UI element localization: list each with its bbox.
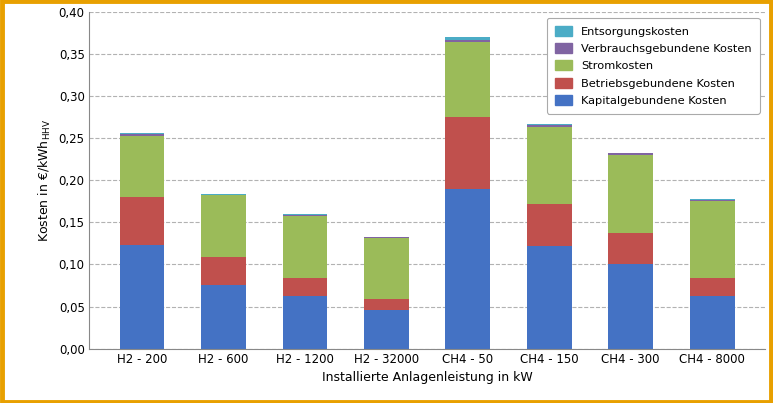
Bar (608, 155, 653, 233)
Bar (201, 285, 246, 349)
Bar (690, 199, 734, 200)
Bar (282, 214, 327, 215)
Bar (201, 195, 246, 257)
Bar (527, 124, 572, 125)
Bar (445, 189, 490, 349)
Bar (120, 136, 165, 197)
Bar (364, 299, 409, 310)
Bar (445, 37, 490, 40)
Bar (120, 133, 165, 134)
Bar (364, 310, 409, 349)
Bar (527, 246, 572, 349)
Bar (282, 297, 327, 349)
Bar (608, 154, 653, 155)
Bar (120, 197, 165, 245)
Bar (690, 297, 734, 349)
Bar (690, 201, 734, 278)
Bar (608, 153, 653, 154)
Bar (282, 216, 327, 278)
Bar (608, 264, 653, 349)
Bar (690, 278, 734, 297)
Bar (690, 200, 734, 201)
Bar (527, 125, 572, 127)
X-axis label: Installierte Anlagenleistung in kW: Installierte Anlagenleistung in kW (322, 371, 533, 384)
Y-axis label: Kosten in €/kWh$_{\mathrm{HHV}}$: Kosten in €/kWh$_{\mathrm{HHV}}$ (37, 119, 53, 242)
Bar (120, 245, 165, 349)
Bar (527, 127, 572, 204)
Bar (201, 194, 246, 195)
Bar (282, 215, 327, 216)
Bar (608, 233, 653, 264)
Bar (201, 257, 246, 285)
Bar (445, 42, 490, 117)
Bar (282, 278, 327, 297)
Bar (120, 134, 165, 136)
Bar (445, 40, 490, 42)
Bar (527, 204, 572, 246)
Bar (445, 117, 490, 189)
Legend: Entsorgungskosten, Verbrauchsgebundene Kosten, Stromkosten, Betriebsgebundene Ko: Entsorgungskosten, Verbrauchsgebundene K… (547, 18, 760, 114)
Bar (364, 237, 409, 299)
